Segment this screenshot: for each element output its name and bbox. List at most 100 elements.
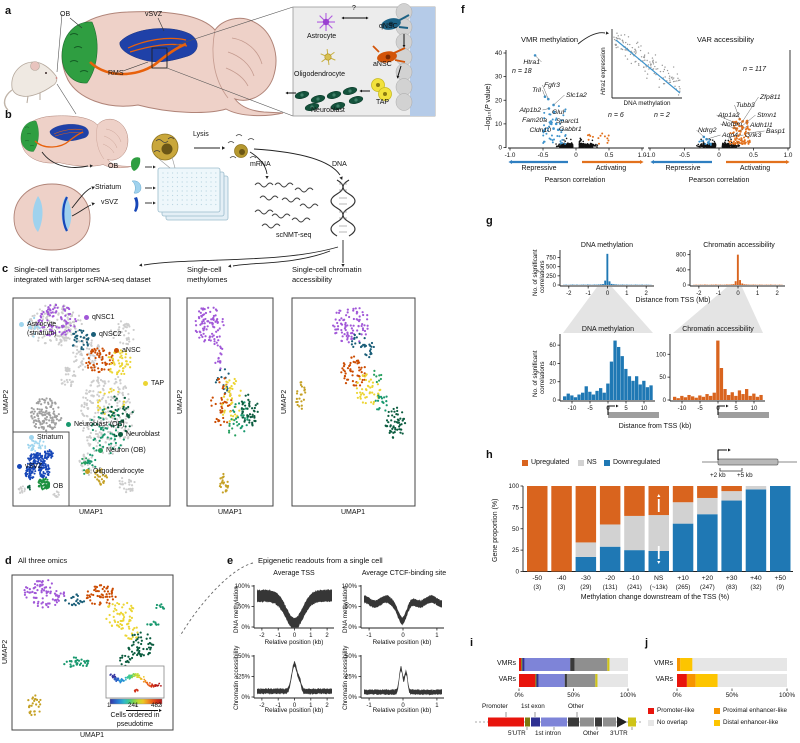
c-legend-vsvz: vSVZ <box>17 463 42 470</box>
svg-text:+30: +30 <box>726 575 738 582</box>
d-colorbar-label-2: pseudotime <box>116 721 154 728</box>
g-xlabel-top: Distance from TSS (Mb) <box>635 297 711 304</box>
svg-text:Aqp4: Aqp4 <box>721 132 738 139</box>
a-rms-label: RMS <box>108 70 124 77</box>
svg-text:(247): (247) <box>700 584 715 591</box>
svg-text:0.5: 0.5 <box>749 152 758 159</box>
a-ansc-label: aNSC <box>373 61 392 68</box>
e-ylabel-acc-1: Chromatin accessibility <box>233 645 240 710</box>
svg-text:10: 10 <box>751 406 758 412</box>
svg-text:(83): (83) <box>726 584 737 591</box>
g-top-left-title: DNA methylation <box>580 242 634 249</box>
c-legend-ansc: aNSC <box>114 347 141 354</box>
svg-text:20: 20 <box>549 380 556 386</box>
svg-text:0: 0 <box>574 152 578 159</box>
panel-d-label: d <box>5 555 12 567</box>
svg-text:0: 0 <box>553 283 557 289</box>
c-umap1-axis-1: UMAP1 <box>78 509 104 516</box>
i-gene-other-top: Other <box>568 703 584 710</box>
c-umap2-axis-3: UMAP2 <box>281 389 288 414</box>
svg-text:(32): (32) <box>750 584 761 591</box>
c-legend-qnsc1: qNSC1 <box>84 314 115 321</box>
e-title: Epigenetic readouts from a single cell <box>258 556 383 565</box>
svg-text:Glul: Glul <box>552 109 565 116</box>
svg-text:-1: -1 <box>366 633 372 639</box>
svg-text:-20: -20 <box>605 575 615 582</box>
panel-a-graphics <box>3 3 436 117</box>
svg-text:(3): (3) <box>533 584 541 591</box>
c-legend-astrocyte: Astrocyte <box>19 321 56 328</box>
c-title3-line1: Single-cell chromatin <box>292 265 362 274</box>
svg-text:500: 500 <box>546 265 557 271</box>
i-gene-other-bottom: Other <box>583 730 599 737</box>
svg-text:(131): (131) <box>603 584 618 591</box>
c-title3-line2: accessibility <box>292 275 333 284</box>
panel-i-label: i <box>470 637 474 649</box>
j-row-vmrs: VMRs <box>653 660 673 667</box>
c-legend-striatum: Striatum <box>29 434 63 441</box>
svg-text:(3): (3) <box>558 584 566 591</box>
a-neuroblast-label: Neuroblast <box>311 107 345 114</box>
panel-a-label: a <box>5 5 12 17</box>
svg-text:(~13k): (~13k) <box>650 584 668 591</box>
svg-text:0%: 0% <box>672 692 682 699</box>
svg-text:0: 0 <box>553 398 557 404</box>
svg-text:(29): (29) <box>580 584 591 591</box>
svg-text:0%: 0% <box>514 692 524 699</box>
f-ylabel: –log₁₀(P value) <box>485 83 492 130</box>
svg-text:50: 50 <box>512 526 520 533</box>
svg-text:Htra1: Htra1 <box>523 59 540 66</box>
c-title2-line1: Single-cell <box>187 265 222 274</box>
panel-j-label: j <box>645 637 649 649</box>
e-tss-title: Average TSS <box>273 570 315 577</box>
b-mrna-label: mRNA <box>250 161 271 168</box>
svg-text:100%: 100% <box>779 692 796 699</box>
panel-c-label: c <box>2 263 9 275</box>
svg-text:0%: 0% <box>241 695 250 701</box>
panel-e-label: e <box>227 555 234 567</box>
h-legend-downregulated: Downregulated <box>604 459 660 466</box>
b-lysis-label: Lysis <box>193 131 209 138</box>
panel-e-graphics: 0%50%100%-2 -1 0 1 20%50%100%-1 0 10%25%50%-2-… <box>235 584 444 709</box>
panel-c-graphics <box>12 297 416 507</box>
f-var-title: VAR accessibility <box>697 35 754 44</box>
e-xlabel-bl: Relative position (kb) <box>264 707 324 714</box>
svg-text:0: 0 <box>663 398 667 404</box>
svg-text:Gabbr1: Gabbr1 <box>559 126 582 133</box>
svg-text:Fam20a: Fam20a <box>522 117 547 124</box>
svg-text:100%: 100% <box>620 692 637 699</box>
svg-text:-10: -10 <box>630 575 640 582</box>
svg-text:40: 40 <box>495 50 503 57</box>
c-umap1-axis-2: UMAP1 <box>217 509 243 516</box>
svg-text:Stmn1: Stmn1 <box>757 112 777 119</box>
f-inset-xlabel: DNA methylation <box>623 100 671 107</box>
h-legend-ns: NS <box>578 459 597 466</box>
svg-text:Cldn10: Cldn10 <box>529 127 551 134</box>
svg-text:-0.5: -0.5 <box>538 152 549 159</box>
g-ylabel-bottom-2: correlations <box>539 361 546 394</box>
svg-text:(265): (265) <box>676 584 691 591</box>
c-umap2-axis-2: UMAP2 <box>177 389 184 414</box>
svg-text:1.0: 1.0 <box>638 152 647 159</box>
svg-text:-1.0: -1.0 <box>505 152 516 159</box>
svg-text:Zfp811: Zfp811 <box>759 94 781 101</box>
h-xlabel: Methylation change downstream of the TSS… <box>580 594 730 601</box>
d-umap1-axis: UMAP1 <box>79 732 105 739</box>
d-colorbar-tick-241: 241 <box>128 702 139 709</box>
svg-text:-30: -30 <box>581 575 591 582</box>
c-title2-line2: methylomes <box>187 275 228 284</box>
h-kb5-label: +5 kb <box>737 472 753 479</box>
svg-text:Slc1a2: Slc1a2 <box>566 92 587 99</box>
svg-text:(9): (9) <box>776 584 784 591</box>
panel-b-label: b <box>5 109 12 121</box>
svg-text:60: 60 <box>549 343 556 349</box>
c-umap1-axis-3: UMAP1 <box>340 509 366 516</box>
svg-text:-5: -5 <box>697 406 703 412</box>
f-inset-ylabel: Htra1 expression <box>600 47 607 95</box>
c-legend-qnsc2: qNSC2 <box>91 331 122 338</box>
e-xlabel-br: Relative position (kb) <box>372 707 432 714</box>
panel-i-graphics: 0% 50% 100% <box>475 658 643 730</box>
svg-text:Tril: Tril <box>532 87 541 94</box>
